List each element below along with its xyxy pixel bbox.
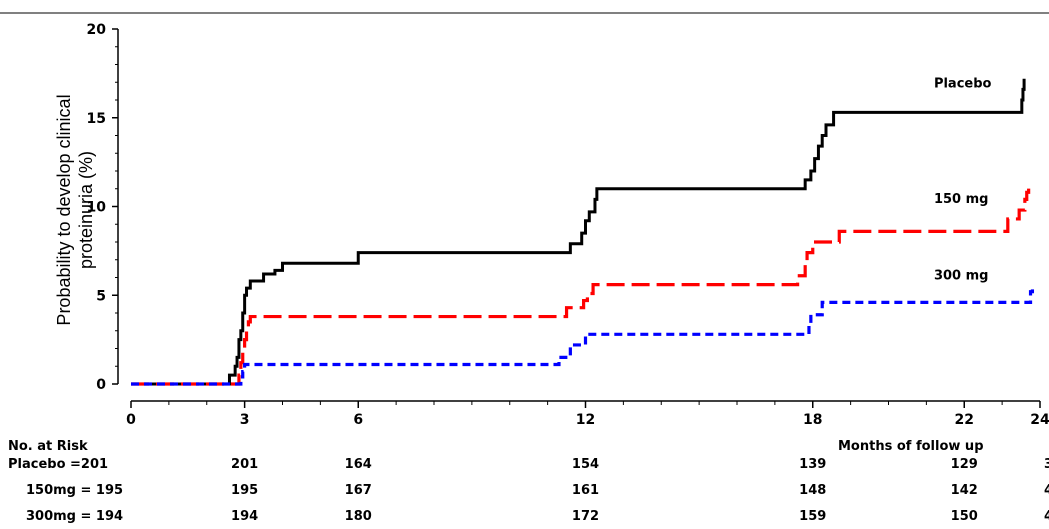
risk-value: 150 [951, 509, 978, 524]
series-label-150-mg: 150 mg [934, 192, 989, 207]
y-axis-title: Probability to develop clinical proteinur… [54, 94, 96, 325]
risk-value: 201 [231, 457, 258, 472]
risk-value: 195 [231, 483, 258, 498]
series-line-placebo [131, 78, 1026, 386]
x-tick-label: 0 [126, 412, 136, 428]
y-tick-label: 20 [87, 22, 107, 38]
risk-row-label: 300mg = 194 [26, 509, 123, 524]
series-label-300-mg: 300 mg [934, 268, 989, 283]
risk-value: 148 [799, 483, 826, 498]
series-label-placebo: Placebo [934, 77, 992, 92]
y-tick-label: 0 [96, 377, 106, 393]
y-tick-label: 5 [96, 288, 106, 304]
risk-value: 49 [1044, 509, 1049, 524]
risk-table: No. at Risk Months of follow up Placebo =2… [8, 439, 1049, 524]
x-tick-label: 18 [803, 412, 822, 428]
risk-value: 159 [799, 509, 826, 524]
risk-value: 167 [345, 483, 372, 498]
risk-value: 142 [951, 483, 978, 498]
risk-value: 194 [231, 509, 258, 524]
risk-value: 180 [345, 509, 372, 524]
risk-value: 36 [1044, 457, 1049, 472]
series-line-300-mg [131, 284, 1035, 386]
x-tick-label: 12 [576, 412, 595, 428]
risk-row-label: Placebo =201 [8, 457, 108, 472]
x-axis-title: Months of follow up [838, 439, 984, 454]
risk-value: 161 [572, 483, 599, 498]
risk-table-title: No. at Risk [8, 439, 88, 454]
x-tick-label: 24 [1030, 412, 1049, 428]
x-tick-label: 22 [955, 412, 974, 428]
risk-value: 164 [345, 457, 372, 472]
risk-value: 139 [799, 457, 826, 472]
x-tick-label: 3 [240, 412, 250, 428]
y-axis-title-group: Probability to develop clinical proteinur… [54, 94, 96, 325]
series-labels: Placebo 150 mg 300 mg [934, 77, 992, 284]
y-axis-title-line: Probability to develop clinical [54, 94, 74, 325]
risk-value: 45 [1044, 483, 1049, 498]
axes: 0 5 10 15 20 0 3 6 12 18 22 24 [87, 22, 1049, 428]
risk-value: 172 [572, 509, 599, 524]
y-tick-label: 15 [87, 111, 106, 127]
y-axis-title-line: proteinuria (%) [76, 151, 96, 269]
y-tick-label: 10 [87, 200, 107, 216]
series-layer [131, 78, 1035, 386]
series-line-150-mg [131, 181, 1031, 386]
x-tick-label: 6 [353, 412, 363, 428]
risk-row-label: 150mg = 195 [26, 483, 123, 498]
risk-value: 129 [951, 457, 978, 472]
risk-value: 154 [572, 457, 599, 472]
